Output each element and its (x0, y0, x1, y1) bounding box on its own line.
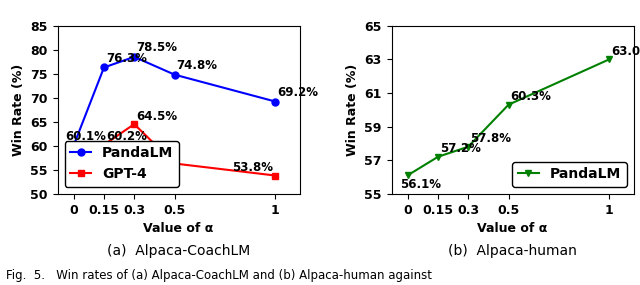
Text: 60.2%: 60.2% (106, 130, 147, 143)
Line: PandaLM: PandaLM (70, 53, 279, 149)
PandaLM (465, 145, 472, 148)
Text: (a)  Alpaca-CoachLM: (a) Alpaca-CoachLM (107, 244, 250, 258)
Text: 53.8%: 53.8% (232, 161, 273, 174)
Line: PandaLM: PandaLM (404, 56, 613, 179)
GPT-4 (70, 168, 77, 172)
Text: 74.8%: 74.8% (177, 59, 218, 72)
PandaLM (100, 66, 108, 69)
PandaLM (171, 73, 179, 76)
Legend: PandaLM, GPT-4: PandaLM, GPT-4 (65, 141, 179, 187)
Y-axis label: Win Rate (%): Win Rate (%) (346, 64, 359, 156)
Text: 57.8%: 57.8% (470, 132, 511, 145)
PandaLM (271, 100, 279, 103)
Text: 64.5%: 64.5% (136, 110, 177, 123)
X-axis label: Value of α: Value of α (477, 222, 548, 235)
Text: (b)  Alpaca-human: (b) Alpaca-human (448, 244, 577, 258)
Text: 56.1%: 56.1% (399, 178, 441, 191)
PandaLM (605, 58, 613, 61)
PandaLM (434, 155, 442, 158)
GPT-4 (171, 162, 179, 165)
Text: 56.3%: 56.3% (132, 149, 173, 162)
Line: GPT-4: GPT-4 (70, 121, 279, 179)
PandaLM (131, 55, 138, 59)
X-axis label: Value of α: Value of α (143, 222, 214, 235)
Text: 76.3%: 76.3% (106, 52, 147, 65)
PandaLM (404, 174, 412, 177)
GPT-4 (100, 143, 108, 146)
Legend: PandaLM: PandaLM (513, 162, 627, 187)
PandaLM (70, 144, 77, 147)
Text: Fig.  5.   Win rates of (a) Alpaca-CoachLM and (b) Alpaca-human against: Fig. 5. Win rates of (a) Alpaca-CoachLM … (6, 269, 433, 282)
GPT-4 (271, 174, 279, 177)
Y-axis label: Win Rate (%): Win Rate (%) (12, 64, 25, 156)
PandaLM (505, 103, 513, 106)
GPT-4 (131, 123, 138, 126)
Text: 78.5%: 78.5% (136, 42, 177, 54)
Text: 60.3%: 60.3% (511, 90, 552, 103)
Text: 63.0%: 63.0% (611, 44, 640, 58)
Text: 60.1%: 60.1% (66, 130, 106, 143)
Text: 57.2%: 57.2% (440, 142, 481, 155)
Text: 69.2%: 69.2% (277, 86, 319, 99)
Text: 55.0%: 55.0% (66, 155, 107, 168)
